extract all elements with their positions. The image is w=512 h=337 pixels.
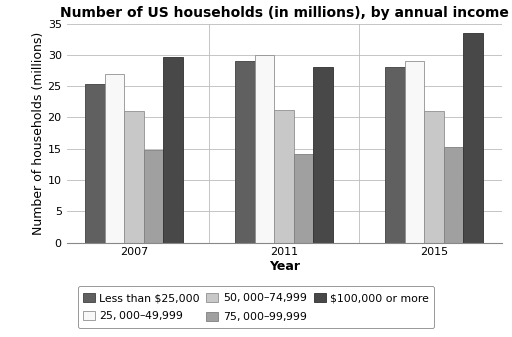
Bar bbox=[313, 67, 333, 243]
Bar bbox=[463, 33, 483, 243]
X-axis label: Year: Year bbox=[269, 259, 300, 273]
Bar bbox=[294, 154, 313, 243]
Bar bbox=[444, 147, 463, 243]
Bar bbox=[144, 150, 163, 243]
Bar bbox=[255, 55, 274, 243]
Bar bbox=[274, 110, 294, 243]
Y-axis label: Number of households (millions): Number of households (millions) bbox=[32, 31, 45, 235]
Bar bbox=[163, 57, 183, 243]
Bar bbox=[86, 84, 105, 243]
Bar bbox=[236, 61, 255, 243]
Bar bbox=[405, 61, 424, 243]
Bar bbox=[124, 111, 144, 243]
Legend: Less than $25,000, $25,000–$49,999, $50,000–$74,999, $75,000–$99,999, $100,000 o: Less than $25,000, $25,000–$49,999, $50,… bbox=[77, 286, 435, 328]
Title: Number of US households (in millions), by annual income: Number of US households (in millions), b… bbox=[60, 6, 508, 20]
Bar bbox=[105, 74, 124, 243]
Bar bbox=[386, 67, 405, 243]
Bar bbox=[424, 111, 444, 243]
